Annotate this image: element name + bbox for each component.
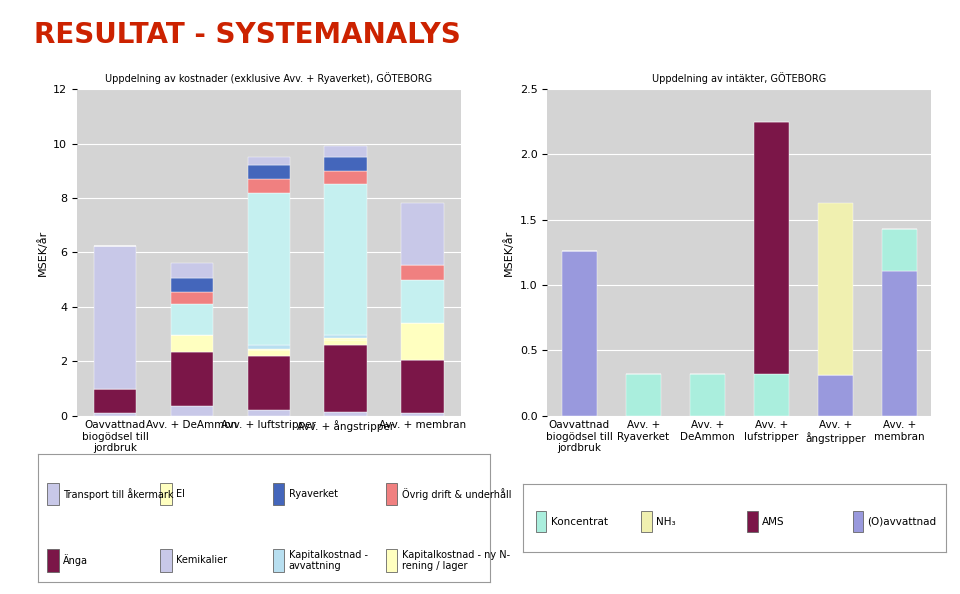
Text: AMS: AMS xyxy=(762,517,784,527)
Bar xyxy=(324,338,367,340)
Bar xyxy=(47,482,59,505)
Bar xyxy=(324,157,367,171)
Bar xyxy=(248,179,290,192)
Bar xyxy=(94,388,136,413)
Bar xyxy=(248,350,290,356)
Bar xyxy=(248,345,290,349)
Y-axis label: MSEK/år: MSEK/år xyxy=(503,229,515,276)
Bar xyxy=(324,146,367,157)
Bar xyxy=(273,549,284,572)
Bar xyxy=(324,340,367,345)
Bar xyxy=(324,345,367,412)
Bar xyxy=(248,165,290,179)
Bar xyxy=(386,549,397,572)
Bar xyxy=(248,349,290,350)
Bar xyxy=(248,157,290,165)
Bar xyxy=(626,374,660,416)
Bar xyxy=(273,482,284,505)
Bar xyxy=(171,336,213,352)
Text: Övrig drift & underhåll: Övrig drift & underhåll xyxy=(401,488,511,500)
Title: Uppdelning av kostnader (exklusive Avv. + Ryaverket), GÖTEBORG: Uppdelning av kostnader (exklusive Avv. … xyxy=(106,72,432,84)
Bar xyxy=(171,292,213,304)
Bar xyxy=(689,374,725,416)
Bar xyxy=(94,413,136,416)
Bar xyxy=(248,356,290,410)
Bar xyxy=(171,263,213,279)
Bar xyxy=(818,203,852,375)
Bar xyxy=(160,482,172,505)
Text: Kapitalkostnad - ny N-
rening / lager: Kapitalkostnad - ny N- rening / lager xyxy=(401,549,510,571)
Bar xyxy=(401,280,444,323)
Bar xyxy=(401,360,444,413)
Bar xyxy=(248,192,290,345)
Bar xyxy=(881,271,917,416)
Bar xyxy=(248,410,290,416)
Bar xyxy=(401,265,444,280)
Text: Ryaverket: Ryaverket xyxy=(289,489,338,499)
Bar xyxy=(754,374,789,416)
Bar xyxy=(160,549,172,572)
Bar xyxy=(386,482,397,505)
Text: Kemikalier: Kemikalier xyxy=(176,555,228,565)
Bar xyxy=(171,352,213,406)
Bar xyxy=(324,412,367,416)
Bar xyxy=(171,304,213,336)
Title: Uppdelning av intäkter, GÖTEBORG: Uppdelning av intäkter, GÖTEBORG xyxy=(652,72,827,84)
Text: RESULTAT - SYSTEMANALYS: RESULTAT - SYSTEMANALYS xyxy=(34,21,461,49)
Text: Kapitalkostnad -
avvattning: Kapitalkostnad - avvattning xyxy=(289,549,368,571)
Bar xyxy=(562,251,597,416)
Text: (O)avvattnad: (O)avvattnad xyxy=(868,517,937,527)
Text: Transport till åkermark: Transport till åkermark xyxy=(63,488,174,500)
Bar xyxy=(324,336,367,338)
Bar xyxy=(641,511,652,532)
Bar xyxy=(94,246,136,388)
Bar xyxy=(401,323,444,360)
Bar xyxy=(401,413,444,416)
Y-axis label: MSEK/år: MSEK/år xyxy=(36,229,47,276)
Bar xyxy=(818,375,852,416)
Text: Koncentrat: Koncentrat xyxy=(551,517,608,527)
Text: Änga: Änga xyxy=(63,554,88,566)
Bar xyxy=(171,279,213,292)
Text: NH₃: NH₃ xyxy=(657,517,676,527)
Bar xyxy=(171,406,213,416)
Bar xyxy=(47,549,59,572)
Bar xyxy=(754,122,789,374)
Bar xyxy=(852,511,863,532)
Bar xyxy=(747,511,757,532)
Bar xyxy=(324,171,367,184)
Bar xyxy=(881,229,917,271)
Bar xyxy=(536,511,546,532)
Bar xyxy=(401,203,444,265)
Text: El: El xyxy=(176,489,185,499)
Bar xyxy=(324,184,367,336)
